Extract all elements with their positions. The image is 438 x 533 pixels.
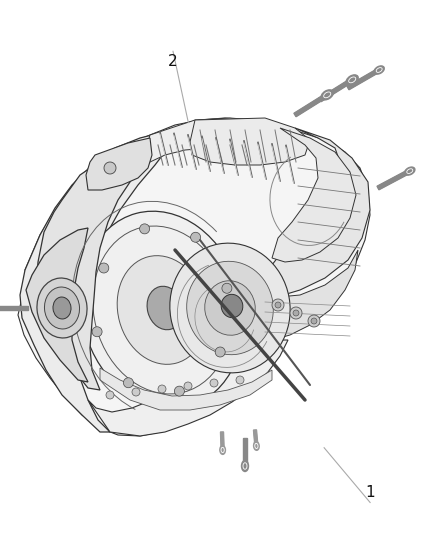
Polygon shape: [377, 169, 411, 190]
Circle shape: [210, 379, 218, 387]
Ellipse shape: [254, 441, 259, 450]
Polygon shape: [254, 430, 258, 446]
Text: 1: 1: [365, 485, 375, 500]
Circle shape: [104, 162, 116, 174]
Ellipse shape: [147, 286, 183, 330]
Ellipse shape: [221, 294, 243, 318]
Polygon shape: [272, 128, 356, 262]
Circle shape: [124, 378, 134, 387]
Polygon shape: [265, 128, 370, 298]
Circle shape: [184, 382, 192, 390]
Polygon shape: [319, 78, 353, 102]
Polygon shape: [190, 118, 310, 165]
Polygon shape: [36, 148, 145, 390]
Circle shape: [272, 299, 284, 311]
Circle shape: [222, 283, 232, 293]
Circle shape: [215, 347, 225, 357]
Polygon shape: [20, 132, 175, 432]
Polygon shape: [88, 340, 288, 436]
Polygon shape: [243, 438, 247, 466]
Circle shape: [174, 386, 184, 396]
Ellipse shape: [205, 281, 255, 335]
Polygon shape: [260, 250, 358, 340]
Polygon shape: [18, 118, 370, 436]
Circle shape: [106, 391, 114, 399]
Circle shape: [158, 385, 166, 393]
Polygon shape: [100, 368, 272, 410]
Ellipse shape: [346, 75, 358, 85]
Ellipse shape: [170, 243, 290, 373]
Polygon shape: [0, 306, 28, 310]
Circle shape: [99, 263, 109, 273]
Circle shape: [293, 310, 299, 316]
Polygon shape: [220, 432, 224, 450]
Polygon shape: [86, 138, 152, 190]
Ellipse shape: [405, 167, 415, 175]
Ellipse shape: [45, 287, 80, 329]
Ellipse shape: [117, 256, 207, 365]
Circle shape: [92, 327, 102, 337]
Circle shape: [290, 307, 302, 319]
Ellipse shape: [53, 297, 71, 319]
Circle shape: [132, 388, 140, 396]
Polygon shape: [294, 93, 328, 117]
Ellipse shape: [81, 211, 244, 409]
Circle shape: [308, 315, 320, 327]
Ellipse shape: [241, 461, 248, 472]
Ellipse shape: [187, 261, 273, 354]
Circle shape: [191, 232, 201, 243]
Polygon shape: [140, 118, 255, 170]
Ellipse shape: [220, 446, 226, 455]
Polygon shape: [347, 68, 380, 90]
Circle shape: [275, 302, 281, 308]
Ellipse shape: [374, 66, 384, 74]
Ellipse shape: [321, 90, 333, 100]
Polygon shape: [26, 228, 88, 382]
Ellipse shape: [37, 278, 87, 338]
Circle shape: [236, 376, 244, 384]
Text: 2: 2: [168, 54, 178, 69]
Circle shape: [140, 224, 150, 234]
Circle shape: [311, 318, 317, 324]
